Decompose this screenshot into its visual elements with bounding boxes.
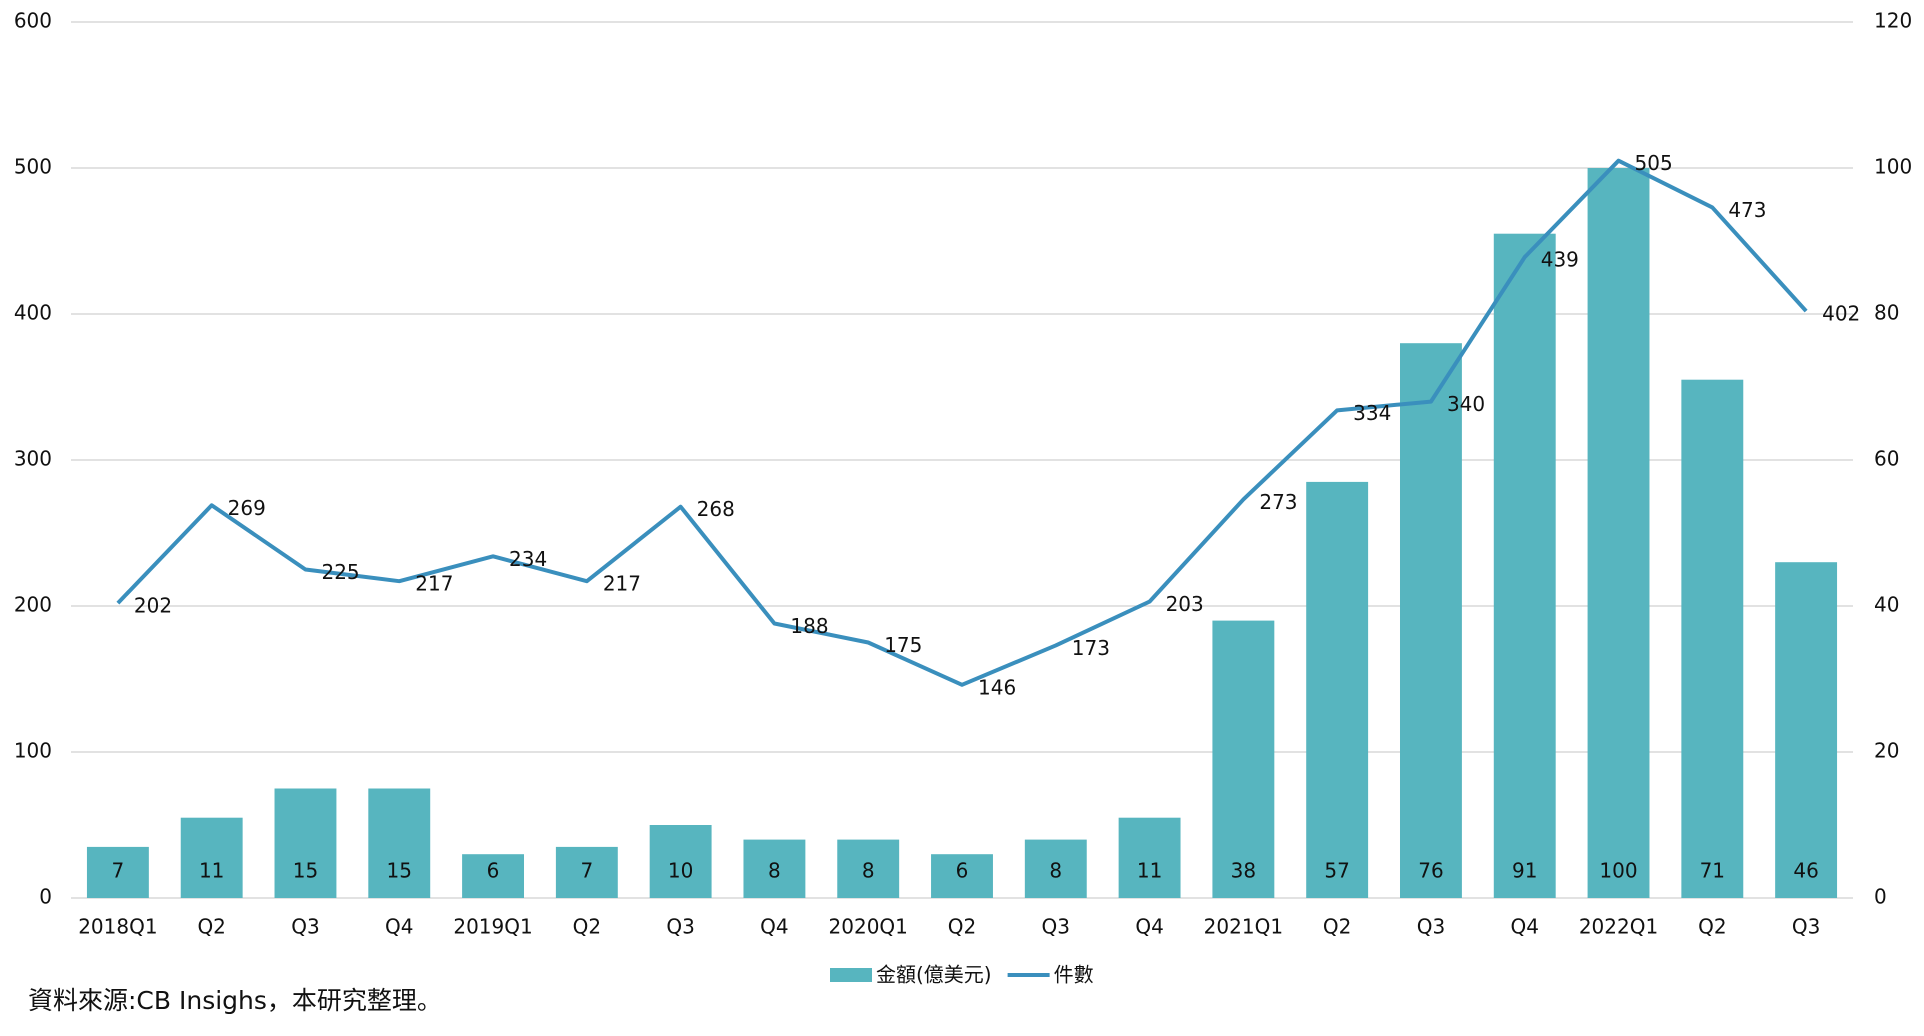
bar [555,846,618,898]
line [116,158,1808,687]
x-tick-label: Q4 [385,915,413,939]
y2-tick-label: 100 [1874,155,1912,179]
bar-value-label: 15 [387,859,412,883]
line-value-label: 225 [321,560,359,584]
y-tick-label: 500 [14,155,52,179]
y-tick-label: 400 [14,301,52,325]
x-tick-label: 2021Q1 [1204,915,1283,939]
line-value-label: 269 [228,496,266,520]
bar-value-label: 91 [1512,859,1537,883]
legend-label: 金額(億美元) [876,963,992,987]
bar-value-label: 100 [1599,859,1637,883]
bar-value-label: 57 [1324,859,1349,883]
bar [837,839,900,898]
y-tick-label: 300 [14,447,52,471]
bar [1775,562,1838,898]
bar-value-label: 7 [580,859,593,883]
y2-tick-label: 120 [1874,9,1912,33]
x-tick-label: Q2 [1323,915,1351,939]
line-value-label: 505 [1635,151,1673,175]
bar-value-label: 8 [1049,859,1062,883]
x-tick-label: Q2 [197,915,225,939]
x-tick-label: Q3 [666,915,694,939]
bar [462,854,525,898]
bar [1587,168,1650,898]
x-tick-label: Q3 [1417,915,1445,939]
bar-value-label: 11 [1137,859,1162,883]
x-tick-label: Q2 [1698,915,1726,939]
bar [368,788,431,898]
x-tick-label: 2019Q1 [453,915,532,939]
bar-value-label: 8 [768,859,781,883]
line-value-label: 334 [1353,401,1391,425]
line-value-label: 175 [884,633,922,657]
line-value-label: 188 [790,614,828,638]
x-tick-label: Q3 [291,915,319,939]
x-tick-label: 2018Q1 [78,915,157,939]
line-value-label: 217 [415,572,453,596]
bar-value-label: 8 [862,859,875,883]
bar [1493,233,1556,898]
line-value-label: 439 [1541,248,1579,272]
x-tick-label: Q4 [760,915,788,939]
bar-value-label: 11 [199,859,224,883]
y2-tick-label: 40 [1874,593,1899,617]
line-value-label: 146 [978,675,1016,699]
line-value-label: 173 [1072,636,1110,660]
bar [1306,481,1369,898]
bar-value-label: 46 [1793,859,1818,883]
source-note: 資料來源:CB Insighs，本研究整理。 [28,986,442,1015]
bar-value-label: 38 [1231,859,1256,883]
line-value-label: 217 [603,572,641,596]
x-tick-label: 2022Q1 [1579,915,1658,939]
x-tick-label: Q4 [1511,915,1539,939]
x-tick-label: Q4 [1135,915,1163,939]
y2-tick-label: 20 [1874,739,1899,763]
bar-value-label: 10 [668,859,693,883]
bar [743,839,806,898]
line-value-label: 402 [1822,302,1860,326]
bar [86,846,149,898]
y2-tick-label: 80 [1874,301,1899,325]
y2-tick-label: 60 [1874,447,1899,471]
y-tick-label: 600 [14,9,52,33]
bar-value-label: 76 [1418,859,1443,883]
legend-swatch [830,968,872,982]
y-tick-label: 0 [39,885,52,909]
bar [1024,839,1087,898]
line-value-label: 202 [134,594,172,618]
y2-tick-label: 0 [1874,885,1887,909]
line-value-label: 473 [1728,198,1766,222]
bar [180,817,243,898]
y-tick-label: 200 [14,593,52,617]
bar-value-label: 71 [1700,859,1725,883]
bar-value-label: 15 [293,859,318,883]
bar-value-label: 6 [487,859,500,883]
y-tick-label: 100 [14,739,52,763]
x-tick-label: Q3 [1792,915,1820,939]
bar [649,825,712,898]
x-tick-label: 2020Q1 [829,915,908,939]
bar [1399,343,1462,898]
line-value-label: 273 [1259,490,1297,514]
x-tick-label: Q3 [1042,915,1070,939]
x-tick-label: Q2 [948,915,976,939]
bar-value-label: 7 [112,859,125,883]
line-value-label: 340 [1447,392,1485,416]
legend-label: 件數 [1054,963,1094,987]
line-value-label: 234 [509,547,547,571]
line-value-label: 268 [697,497,735,521]
x-tick-label: Q2 [573,915,601,939]
bar [1118,817,1181,898]
bar [1681,379,1744,898]
bar [1212,620,1275,898]
bar-value-label: 6 [956,859,969,883]
bar [274,788,337,898]
line-value-label: 203 [1166,592,1204,616]
bar [931,854,993,898]
